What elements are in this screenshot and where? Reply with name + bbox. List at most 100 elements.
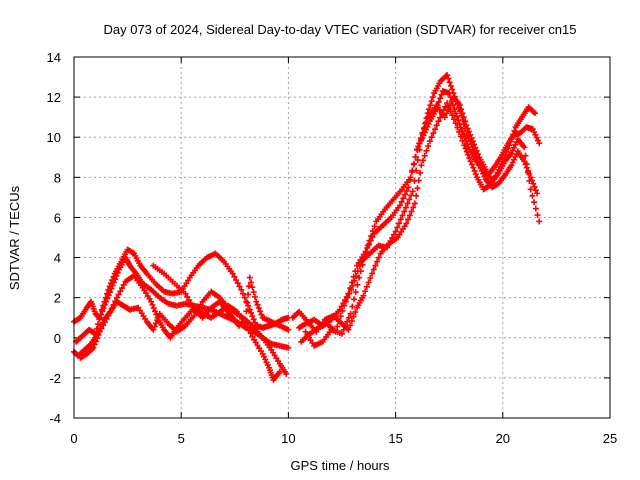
data-point xyxy=(245,283,252,290)
data-point xyxy=(467,158,474,165)
data-point xyxy=(465,151,472,158)
data-point xyxy=(452,120,459,127)
data-point xyxy=(459,128,466,135)
data-point xyxy=(285,326,292,333)
data-point xyxy=(245,302,252,309)
data-point xyxy=(368,232,375,239)
data-point xyxy=(447,82,454,89)
data-point xyxy=(246,274,253,281)
data-point xyxy=(446,79,453,86)
y-tick-label: 6 xyxy=(54,210,61,225)
data-point xyxy=(428,98,435,105)
data-point xyxy=(364,242,371,249)
data-point xyxy=(90,344,97,351)
data-point xyxy=(444,100,451,107)
x-tick-label: 10 xyxy=(281,431,295,446)
data-point xyxy=(390,231,397,238)
data-point xyxy=(369,270,376,277)
data-point xyxy=(459,110,466,117)
data-point xyxy=(425,143,432,150)
data-point xyxy=(527,186,534,193)
data-point xyxy=(357,268,364,275)
data-point xyxy=(245,291,252,298)
data-point xyxy=(501,155,508,162)
data-point xyxy=(415,177,422,184)
data-point xyxy=(371,223,378,230)
data-point xyxy=(352,289,359,296)
data-point xyxy=(437,95,444,102)
data-point xyxy=(460,114,467,121)
data-point xyxy=(346,290,353,297)
data-point xyxy=(452,110,459,117)
data-point xyxy=(102,294,109,301)
data-point xyxy=(253,298,260,305)
data-point xyxy=(353,273,360,280)
data-point xyxy=(451,106,458,113)
data-point xyxy=(369,228,376,235)
data-point xyxy=(397,216,404,223)
data-point xyxy=(504,145,511,152)
data-point xyxy=(409,188,416,195)
x-tick-label: 20 xyxy=(496,431,510,446)
data-point xyxy=(426,138,433,145)
data-point xyxy=(416,140,423,147)
data-point xyxy=(403,187,410,194)
data-point xyxy=(421,124,428,131)
data-point xyxy=(250,289,257,296)
data-point xyxy=(409,167,416,174)
data-point xyxy=(526,177,533,184)
data-point xyxy=(529,192,536,199)
data-point xyxy=(411,200,418,207)
data-point xyxy=(399,212,406,219)
y-tick-label: 4 xyxy=(54,251,61,266)
data-point xyxy=(521,144,528,151)
data-point xyxy=(411,160,418,167)
data-point xyxy=(354,281,361,288)
data-point xyxy=(362,288,369,295)
data-point xyxy=(100,322,107,329)
data-point xyxy=(401,208,408,215)
data-point xyxy=(149,301,156,308)
data-point xyxy=(462,145,469,152)
data-point xyxy=(426,106,433,113)
data-point xyxy=(413,192,420,199)
data-point xyxy=(534,190,541,197)
data-point xyxy=(461,134,468,141)
data-point xyxy=(467,131,474,138)
data-point xyxy=(283,370,290,377)
data-point xyxy=(185,297,192,304)
data-point xyxy=(366,237,373,244)
data-point xyxy=(251,319,258,326)
data-point xyxy=(445,104,452,111)
data-point xyxy=(469,138,476,145)
series-trace-5 xyxy=(150,262,292,333)
data-point xyxy=(523,161,530,168)
data-point xyxy=(189,303,196,310)
data-point xyxy=(502,151,509,158)
data-point xyxy=(363,248,370,255)
data-point xyxy=(119,285,126,292)
data-point xyxy=(339,330,345,337)
data-point xyxy=(363,283,370,290)
data-point xyxy=(414,147,421,154)
chart-title: Day 073 of 2024, Sidereal Day-to-day VTE… xyxy=(103,22,576,37)
data-point xyxy=(108,305,115,312)
x-tick-label: 0 xyxy=(70,431,77,446)
data-point xyxy=(347,310,354,317)
series-trace-3 xyxy=(71,288,290,377)
data-point xyxy=(405,216,412,223)
data-point xyxy=(150,305,157,312)
data-point xyxy=(403,220,410,227)
data-point xyxy=(450,116,457,123)
data-point xyxy=(151,323,158,330)
data-point xyxy=(462,118,469,125)
data-point xyxy=(234,280,241,287)
data-point xyxy=(104,290,111,297)
data-point xyxy=(428,134,435,141)
data-point xyxy=(242,316,249,323)
data-point xyxy=(107,280,114,287)
data-point xyxy=(463,122,470,129)
data-point xyxy=(244,323,251,330)
data-point xyxy=(356,274,363,281)
data-point xyxy=(370,266,377,273)
